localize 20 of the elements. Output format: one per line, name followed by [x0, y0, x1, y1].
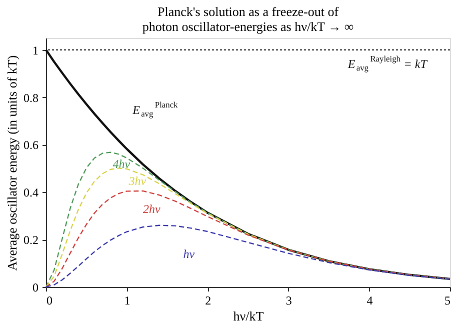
- text: photon oscillator-energies as hν/kT → ∞: [142, 19, 354, 34]
- y-tick-label: 0.2: [24, 233, 38, 248]
- x-tick-label: 4: [366, 294, 373, 308]
- text: Planck's solution as a freeze-out of: [157, 4, 339, 19]
- x-tick-label: 5: [444, 294, 450, 308]
- x-tick-label: 3: [286, 294, 292, 308]
- series-label: 2hν: [142, 202, 161, 216]
- x-tick-label: 2: [205, 294, 212, 308]
- series-label: 4hν: [112, 157, 131, 172]
- series-label: 3hν: [128, 174, 147, 188]
- y-tick-label: 0.6: [24, 138, 38, 152]
- y-axis-title: Average oscillator energy (in units of kT): [4, 55, 20, 271]
- y-tick-label: 0.8: [24, 90, 38, 105]
- y-tick-label: 0.4: [24, 186, 38, 200]
- y-tick-label: 0: [32, 280, 38, 294]
- x-axis-title: hν/kT: [233, 308, 264, 324]
- series-label: hν: [183, 246, 196, 261]
- y-tick-label: 1: [32, 43, 38, 58]
- x-tick-label: 0: [46, 294, 52, 308]
- x-tick-label: 1: [124, 294, 130, 308]
